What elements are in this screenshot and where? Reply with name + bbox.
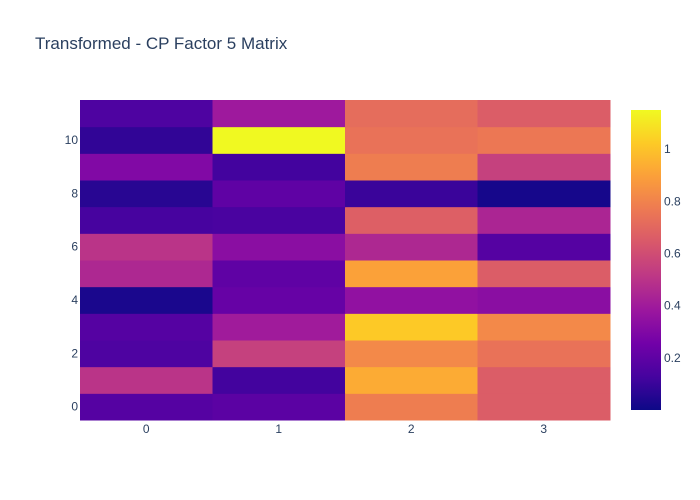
heatmap-cell-r9-c3 (477, 153, 611, 181)
heatmap-cells (80, 100, 611, 421)
heatmap-cell-r10-c0 (80, 126, 213, 154)
heatmap-cell-r4-c3 (477, 286, 611, 314)
chart-title: Transformed - CP Factor 5 Matrix (35, 34, 288, 53)
heatmap-cell-r0-c0 (80, 393, 213, 421)
heatmap-cell-r2-c2 (345, 340, 478, 368)
heatmap-cell-r11-c1 (212, 100, 346, 128)
heatmap-cell-r0-c1 (212, 393, 346, 421)
heatmap-cell-r4-c0 (80, 286, 213, 314)
heatmap-cell-r3-c0 (80, 313, 213, 341)
heatmap-cell-r1-c1 (212, 366, 346, 394)
heatmap-cell-r5-c3 (477, 260, 611, 288)
y-tick-label: 2 (71, 346, 78, 360)
heatmap-cell-r10-c2 (345, 126, 478, 154)
heatmap-cell-r3-c1 (212, 313, 346, 341)
x-tick-label: 2 (408, 422, 415, 436)
heatmap-cell-r11-c2 (345, 100, 478, 128)
heatmap-cell-r3-c3 (477, 313, 611, 341)
heatmap-cell-r1-c2 (345, 366, 478, 394)
heatmap-cell-r2-c0 (80, 340, 213, 368)
heatmap-cell-r6-c1 (212, 233, 346, 261)
heatmap-cell-r8-c1 (212, 180, 346, 208)
heatmap-cell-r11-c0 (80, 100, 213, 128)
y-axis: 0 2 4 6 8 10 (65, 133, 79, 414)
colorbar-tick-label: 0.4 (664, 299, 681, 313)
heatmap-cell-r9-c0 (80, 153, 213, 181)
heatmap-cell-r4-c1 (212, 286, 346, 314)
heatmap-cell-r7-c1 (212, 206, 346, 234)
heatmap-cell-r6-c3 (477, 233, 611, 261)
heatmap-cell-r8-c2 (345, 180, 478, 208)
y-tick-label: 8 (71, 186, 78, 200)
heatmap-cell-r2-c3 (477, 340, 611, 368)
heatmap-cell-r4-c2 (345, 286, 478, 314)
heatmap-cell-r5-c2 (345, 260, 478, 288)
heatmap-cell-r1-c3 (477, 366, 611, 394)
heatmap-cell-r10-c3 (477, 126, 611, 154)
heatmap-cell-r10-c1 (212, 126, 346, 154)
colorbar-tick-label: 0.8 (664, 194, 681, 208)
colorbar-tick-label: 0.6 (664, 246, 681, 260)
y-tick-label: 0 (71, 400, 78, 414)
heatmap-cell-r2-c1 (212, 340, 346, 368)
heatmap-cell-r1-c0 (80, 366, 213, 394)
heatmap-cell-r3-c2 (345, 313, 478, 341)
heatmap-cell-r7-c2 (345, 206, 478, 234)
heatmap-cell-r0-c3 (477, 393, 611, 421)
y-tick-label: 6 (71, 240, 78, 254)
heatmap-cell-r0-c2 (345, 393, 478, 421)
heatmap-cell-r6-c0 (80, 233, 213, 261)
x-tick-label: 1 (275, 422, 282, 436)
heatmap-cell-r7-c0 (80, 206, 213, 234)
heatmap-cell-r5-c0 (80, 260, 213, 288)
heatmap-cell-r8-c0 (80, 180, 213, 208)
y-tick-label: 10 (65, 133, 79, 147)
heatmap-cell-r9-c2 (345, 153, 478, 181)
heatmap-cell-r8-c3 (477, 180, 611, 208)
x-axis: 0 1 2 3 (143, 422, 548, 436)
heatmap-cell-r5-c1 (212, 260, 346, 288)
colorbar-tick-label: 0.2 (664, 351, 681, 365)
heatmap-cell-r6-c2 (345, 233, 478, 261)
x-tick-label: 0 (143, 422, 150, 436)
heatmap-cell-r9-c1 (212, 153, 346, 181)
heatmap-cell-r7-c3 (477, 206, 611, 234)
colorbar (631, 110, 661, 410)
colorbar-axis: 0.2 0.4 0.6 0.8 1 (664, 142, 681, 365)
heatmap-cell-r11-c3 (477, 100, 611, 128)
y-tick-label: 4 (71, 293, 78, 307)
colorbar-tick-label: 1 (664, 142, 671, 156)
x-tick-label: 3 (540, 422, 547, 436)
